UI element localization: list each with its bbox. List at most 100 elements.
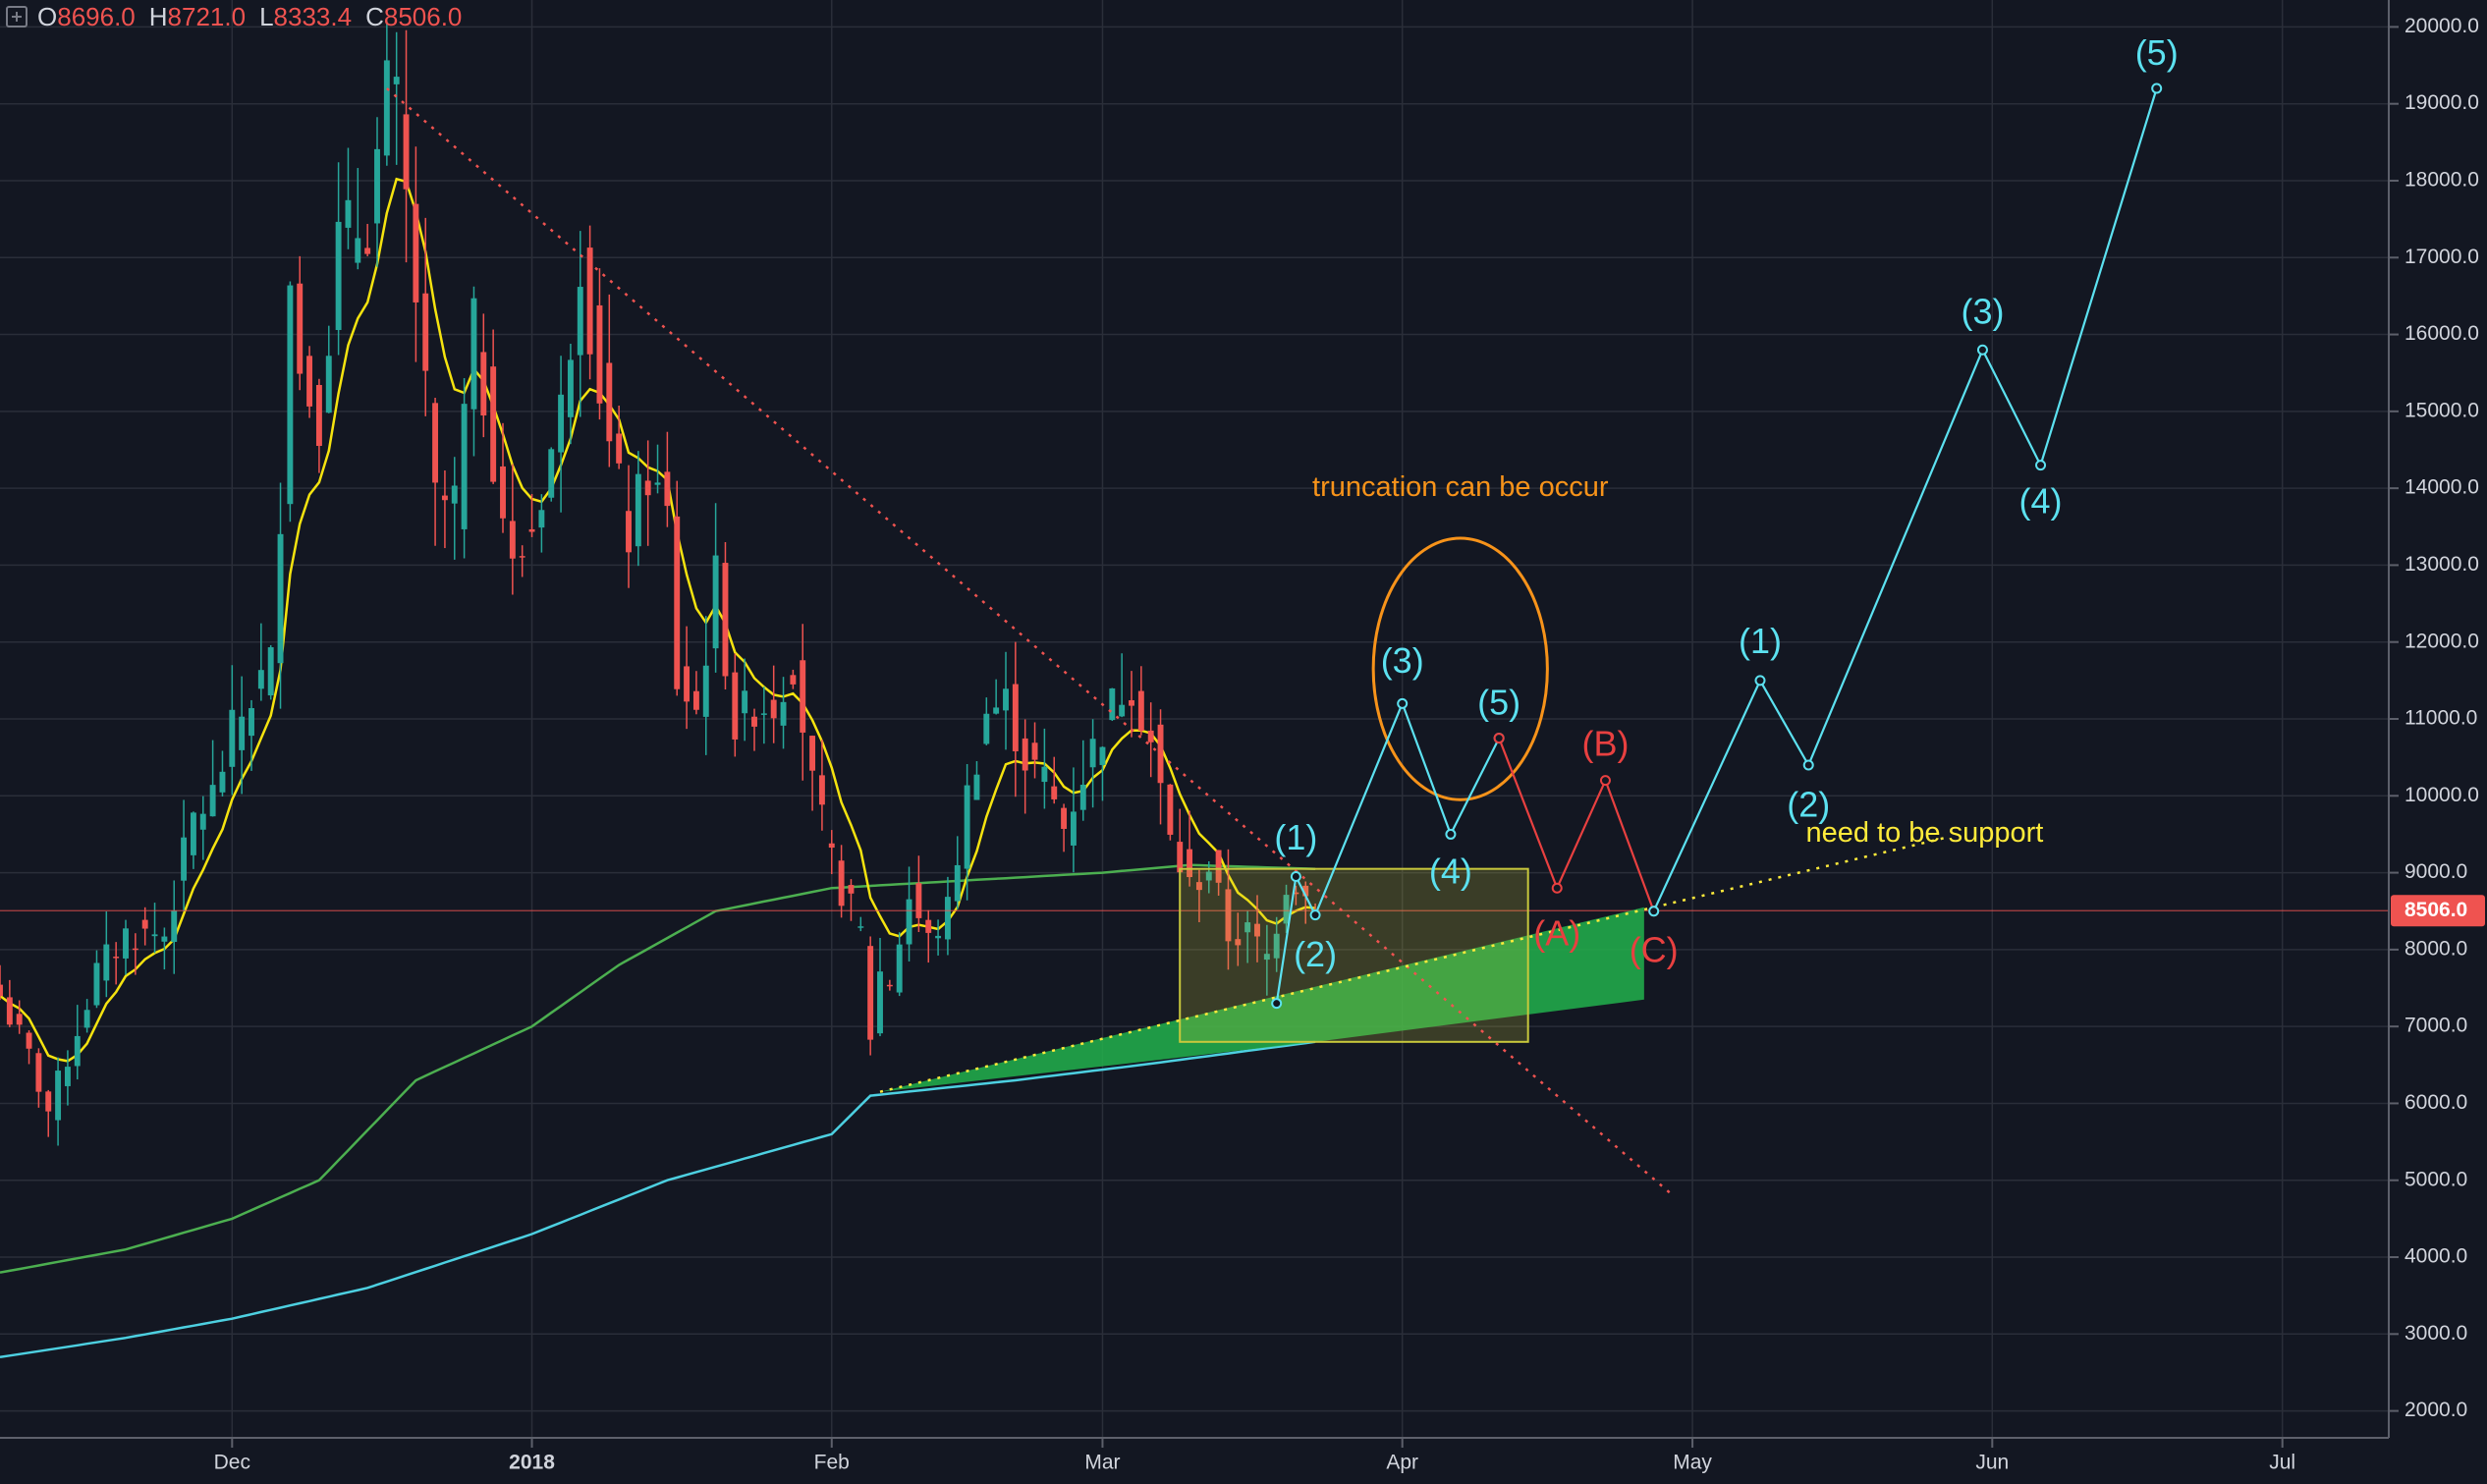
candle-body — [867, 946, 874, 1040]
candle-body — [1137, 690, 1144, 732]
candle-body — [1012, 684, 1019, 751]
candle-body — [538, 510, 545, 528]
time-axis-bg — [0, 1438, 2389, 1479]
y-tick-label: 13000.0 — [2404, 553, 2479, 576]
candle-body — [664, 471, 671, 507]
ohlc-close: C8506.0 — [365, 1, 463, 31]
candle-body — [548, 449, 555, 498]
candle-body — [325, 356, 332, 413]
candle-body — [364, 247, 371, 254]
candle-body — [674, 516, 681, 689]
candle-body — [606, 362, 613, 442]
candle-body — [1215, 850, 1222, 883]
x-tick-label: Jun — [1975, 1452, 2009, 1474]
ma-mid-line — [0, 863, 1316, 1274]
wave-label: (5) — [2135, 32, 2179, 73]
y-tick-label: 15000.0 — [2404, 399, 2479, 421]
candle-body — [654, 482, 661, 485]
x-tick-label: Jul — [2269, 1452, 2295, 1474]
candle-body — [760, 713, 767, 715]
candle-body — [277, 533, 284, 664]
y-tick-label: 11000.0 — [2404, 707, 2477, 730]
candle-body — [586, 247, 593, 355]
candle-body — [732, 672, 739, 740]
candle-body — [103, 944, 110, 981]
wave-labels: (1) (2) (3) (4) (5) (A) (B) (C) (1) (2) (3) (4) (5) t… — [1274, 32, 2178, 974]
candle-body — [722, 563, 729, 677]
y-tick-label: 16000.0 — [2404, 322, 2479, 345]
candle-body — [132, 948, 138, 951]
y-tick-label: 10000.0 — [2404, 784, 2479, 806]
candle-body — [1070, 811, 1077, 846]
candle-body — [141, 919, 148, 929]
candle-body — [306, 356, 313, 407]
candle-body — [616, 433, 623, 464]
candle-body — [519, 556, 525, 558]
candle-body — [249, 708, 254, 737]
candle-body — [1051, 786, 1058, 799]
candle-body — [906, 899, 912, 945]
wave-point — [1397, 697, 1409, 709]
candle-body — [1187, 849, 1193, 878]
candle-body — [35, 1053, 42, 1092]
candle-body — [528, 528, 535, 532]
candle-body — [451, 485, 458, 504]
candle-body — [113, 957, 120, 959]
last-price-label: 8506.0 — [2404, 899, 2467, 921]
ohlc-low: L8333.4 — [259, 1, 353, 31]
candle-body — [993, 707, 1000, 714]
candle-body — [1177, 842, 1184, 873]
y-tick-label: 19000.0 — [2404, 91, 2479, 114]
ohlc-open: O8696.0 — [37, 1, 136, 31]
candle-body — [1089, 739, 1096, 768]
candle-body — [925, 919, 932, 933]
candle-body — [1003, 688, 1009, 711]
wave-label: (A) — [1533, 912, 1580, 953]
candle-body — [1235, 939, 1242, 946]
candle-body — [6, 997, 13, 1025]
x-tick-label: Apr — [1386, 1452, 1418, 1474]
wave-point — [1599, 775, 1611, 787]
candle-body — [848, 885, 855, 894]
wave-label: (B) — [1581, 724, 1629, 764]
y-tick-label: 12000.0 — [2404, 630, 2479, 652]
candle-body — [267, 647, 274, 696]
wave-point — [2035, 460, 2047, 471]
candle-body — [684, 666, 691, 702]
candle-body — [626, 511, 632, 553]
candle-body — [403, 114, 410, 190]
candle-body — [45, 1091, 52, 1112]
candle-body — [644, 480, 651, 496]
annotation-text: need to be support — [1805, 817, 2043, 849]
candle-body — [1061, 807, 1068, 829]
candle-body — [181, 837, 188, 881]
wave-label: (4) — [1429, 852, 1472, 892]
candle-body — [818, 775, 825, 805]
candle-body — [712, 555, 719, 649]
candle-body — [355, 238, 361, 263]
candle-body — [432, 403, 439, 483]
candle-body — [1119, 704, 1126, 717]
wave-label: (C) — [1630, 930, 1679, 970]
wave-point — [1309, 909, 1321, 921]
candle-body — [315, 384, 322, 447]
x-tick-label: 2018 — [509, 1452, 555, 1474]
x-tick-label: Dec — [214, 1452, 250, 1474]
candle-body — [838, 860, 845, 907]
candle-body — [742, 690, 748, 714]
y-tick-label: 5000.0 — [2404, 1168, 2467, 1190]
y-tick-label: 14000.0 — [2404, 476, 2479, 499]
candle-body — [239, 716, 246, 750]
candle-body — [480, 352, 487, 416]
candle-body — [16, 1014, 23, 1025]
collapse-legend-icon[interactable] — [6, 6, 28, 27]
candle-body — [422, 293, 429, 371]
wave-label: (5) — [1477, 682, 1520, 722]
truncation-circle — [1371, 536, 1549, 801]
ohlc-high: H8721.0 — [148, 1, 247, 31]
candle-body — [345, 199, 352, 228]
